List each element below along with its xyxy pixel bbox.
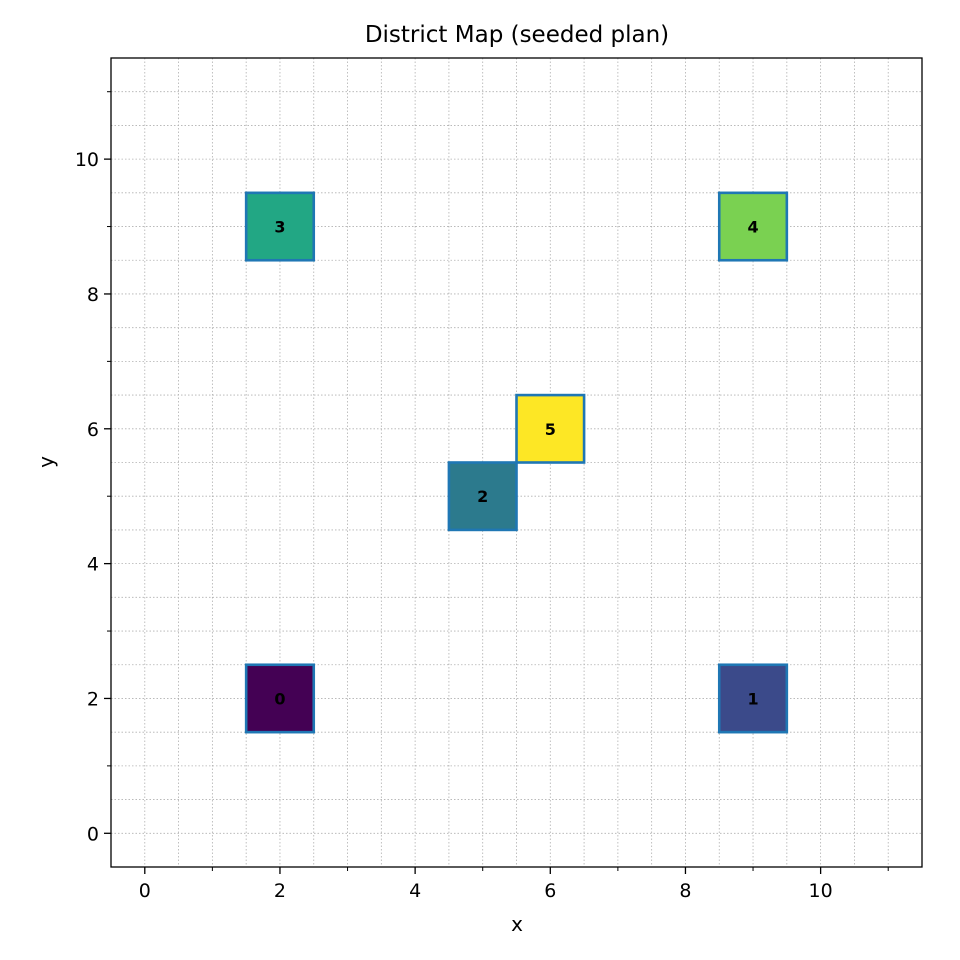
district-label-1: 1 [747, 689, 758, 708]
x-tick-label: 10 [809, 880, 833, 902]
y-tick-label: 0 [87, 823, 99, 845]
district-label-5: 5 [545, 420, 556, 439]
district-label-3: 3 [274, 218, 285, 237]
district-label-2: 2 [477, 487, 488, 506]
district-label-4: 4 [747, 218, 758, 237]
x-axis-label: x [511, 912, 523, 936]
district-label-0: 0 [274, 689, 285, 708]
district-cell-0 [244, 663, 316, 734]
district-cells: 0 1 2 3 4 5 [244, 191, 789, 734]
district-cell-4 [717, 191, 789, 262]
y-tick-label: 10 [75, 149, 99, 171]
x-tick-label: 2 [274, 880, 286, 902]
x-tick-label: 8 [679, 880, 691, 902]
chart-title: District Map (seeded plan) [365, 22, 669, 48]
district-cell-3 [244, 191, 316, 262]
y-tick-label: 4 [87, 554, 99, 576]
x-tick-label: 6 [544, 880, 556, 902]
district-cell-5 [515, 393, 586, 464]
y-tick-label: 6 [87, 419, 99, 441]
x-tick-label: 0 [139, 880, 151, 902]
x-tick-label: 4 [409, 880, 421, 902]
district-cell-1 [717, 663, 789, 734]
plot-frame [110, 57, 923, 868]
y-tick-label: 2 [87, 688, 99, 710]
district-cell-2 [447, 461, 518, 532]
y-axis-label: y [34, 456, 58, 468]
y-tick-label: 8 [87, 284, 99, 306]
